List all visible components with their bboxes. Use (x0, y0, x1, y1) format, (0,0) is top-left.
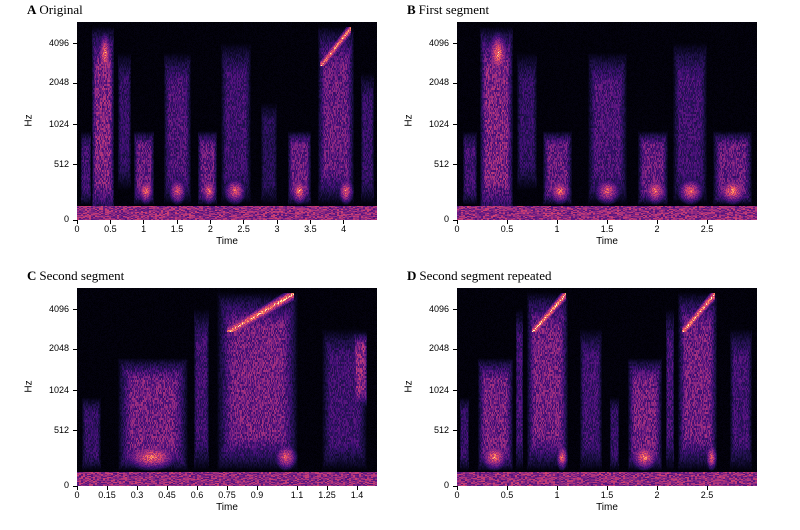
ytick-label: 4096 (417, 38, 449, 48)
ytick-label: 0 (417, 480, 449, 490)
panel-letter: B (407, 2, 416, 17)
ytick-label: 4096 (37, 38, 69, 48)
spectrogram-canvas (457, 288, 757, 486)
panel-title-text: Second segment repeated (419, 268, 551, 283)
panel-title: DSecond segment repeated (407, 268, 552, 284)
y-axis-label: Hz (404, 114, 415, 126)
xtick-label: 1 (539, 224, 575, 234)
xtick-label: 1 (539, 490, 575, 500)
ytick-label: 4096 (37, 304, 69, 314)
xtick-label: 2 (639, 490, 675, 500)
ytick-label: 1024 (37, 385, 69, 395)
xtick-label: 1.5 (589, 490, 625, 500)
panel-letter: D (407, 268, 416, 283)
xtick-label: 3.5 (292, 224, 328, 234)
ytick-mark (73, 349, 77, 350)
x-axis-label: Time (457, 236, 757, 247)
xtick-label: 0 (439, 224, 475, 234)
ytick-mark (73, 124, 77, 125)
panel-C: CSecond segmentHzTime051210242048409600.… (27, 270, 397, 526)
y-axis-label: Hz (24, 114, 35, 126)
xtick-label: 0 (59, 224, 95, 234)
y-axis-label: Hz (24, 380, 35, 392)
ytick-label: 4096 (417, 304, 449, 314)
y-axis-label: Hz (404, 380, 415, 392)
ytick-mark (453, 124, 457, 125)
ytick-mark (453, 309, 457, 310)
xtick-label: 0.5 (489, 490, 525, 500)
ytick-mark (73, 309, 77, 310)
ytick-label: 512 (37, 425, 69, 435)
ytick-label: 1024 (417, 385, 449, 395)
ytick-mark (73, 390, 77, 391)
ytick-mark (453, 83, 457, 84)
panel-letter: A (27, 2, 36, 17)
xtick-label: 2 (192, 224, 228, 234)
xtick-label: 2.5 (689, 490, 725, 500)
xtick-label: 1 (126, 224, 162, 234)
panel-title: AOriginal (27, 2, 83, 18)
panel-A: AOriginalHzTime051210242048409600.511.52… (27, 4, 397, 260)
ytick-mark (73, 83, 77, 84)
ytick-label: 2048 (417, 77, 449, 87)
panel-title-text: Original (39, 2, 82, 17)
ytick-label: 0 (37, 214, 69, 224)
ytick-mark (453, 390, 457, 391)
xtick-label: 1.5 (589, 224, 625, 234)
ytick-mark (453, 349, 457, 350)
xtick-label: 0.5 (92, 224, 128, 234)
xtick-label: 2.5 (689, 224, 725, 234)
ytick-mark (453, 430, 457, 431)
ytick-label: 512 (37, 159, 69, 169)
panel-B: BFirst segment Hz Time 0 512 1024 2048 4096 0 0.5… (407, 4, 777, 260)
xtick-label: 1.4 (339, 490, 375, 500)
spectrogram-canvas (77, 288, 377, 486)
ytick-mark (73, 430, 77, 431)
ytick-label: 1024 (417, 119, 449, 129)
panel-title: BFirst segment (407, 2, 489, 18)
xtick-label: 0 (439, 490, 475, 500)
ytick-mark (73, 164, 77, 165)
spectrogram-plot (457, 288, 757, 486)
ytick-label: 512 (417, 425, 449, 435)
xtick-label: 0.5 (489, 224, 525, 234)
ytick-mark (73, 43, 77, 44)
xtick-label: 2 (639, 224, 675, 234)
ytick-label: 1024 (37, 119, 69, 129)
ytick-label: 0 (37, 480, 69, 490)
spectrogram-plot (457, 22, 757, 220)
x-axis-label: Time (457, 502, 757, 513)
panel-letter: C (27, 268, 36, 283)
x-axis-label: Time (77, 236, 377, 247)
spectrogram-canvas (457, 22, 757, 220)
ytick-label: 2048 (37, 77, 69, 87)
spectrogram-canvas (77, 22, 377, 220)
spectrogram-plot (77, 288, 377, 486)
panel-title-text: First segment (419, 2, 489, 17)
xtick-label: 0.9 (239, 490, 275, 500)
panel-title: CSecond segment (27, 268, 124, 284)
xtick-label: 2.5 (226, 224, 262, 234)
ytick-label: 2048 (417, 343, 449, 353)
figure-grid: AOriginalHzTime051210242048409600.511.52… (0, 0, 800, 530)
x-axis-label: Time (77, 502, 377, 513)
ytick-mark (453, 164, 457, 165)
ytick-label: 0 (417, 214, 449, 224)
xtick-label: 4 (326, 224, 362, 234)
panel-D: DSecond segment repeatedHzTime0512102420… (407, 270, 777, 526)
spectrogram-plot (77, 22, 377, 220)
ytick-mark (453, 43, 457, 44)
xtick-label: 3 (259, 224, 295, 234)
ytick-label: 2048 (37, 343, 69, 353)
xtick-label: 1.5 (159, 224, 195, 234)
panel-title-text: Second segment (39, 268, 124, 283)
ytick-label: 512 (417, 159, 449, 169)
